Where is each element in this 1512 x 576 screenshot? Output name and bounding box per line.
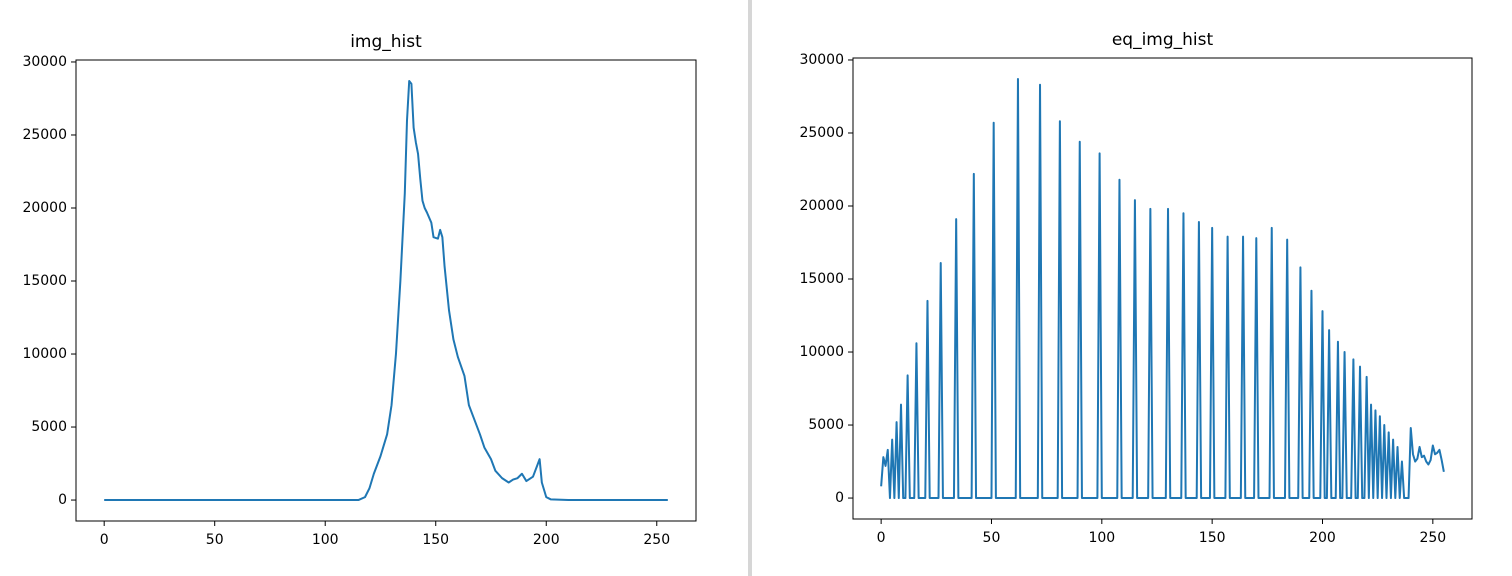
- chart-title: img_hist: [350, 32, 422, 52]
- y-tick-label: 20000: [22, 200, 67, 216]
- left-window: [0, 0, 748, 576]
- x-tick-label: 50: [983, 530, 1001, 546]
- y-tick-label: 15000: [22, 273, 67, 289]
- y-tick-label: 0: [58, 492, 67, 508]
- x-tick-label: 250: [643, 532, 670, 548]
- x-tick-label: 200: [533, 532, 560, 548]
- x-tick-label: 100: [312, 532, 339, 548]
- axes-frame: [75, 59, 697, 522]
- x-tick-label: 250: [1419, 530, 1446, 546]
- x-tick-label: 100: [1088, 530, 1115, 546]
- data-line: [880, 77, 1445, 500]
- y-tick-label: 30000: [799, 52, 844, 68]
- x-tick-label: 200: [1309, 530, 1336, 546]
- y-tick-label: 20000: [799, 198, 844, 214]
- y-tick-label: 10000: [799, 344, 844, 360]
- x-tick-label: 0: [100, 532, 109, 548]
- x-tick-label: 50: [206, 532, 224, 548]
- y-tick-label: 0: [835, 490, 844, 506]
- window-divider: [748, 0, 752, 576]
- chart-title: eq_img_hist: [1112, 30, 1214, 50]
- y-tick-label: 25000: [799, 125, 844, 141]
- y-tick-label: 5000: [808, 417, 844, 433]
- x-tick-label: 150: [422, 532, 449, 548]
- y-tick-label: 5000: [31, 419, 67, 435]
- y-tick-label: 30000: [22, 54, 67, 70]
- axes-frame: [852, 57, 1473, 520]
- data-line: [104, 79, 668, 502]
- x-tick-label: 150: [1199, 530, 1226, 546]
- y-tick-label: 25000: [22, 127, 67, 143]
- x-tick-label: 0: [877, 530, 886, 546]
- y-tick-label: 15000: [799, 271, 844, 287]
- y-tick-label: 10000: [22, 346, 67, 362]
